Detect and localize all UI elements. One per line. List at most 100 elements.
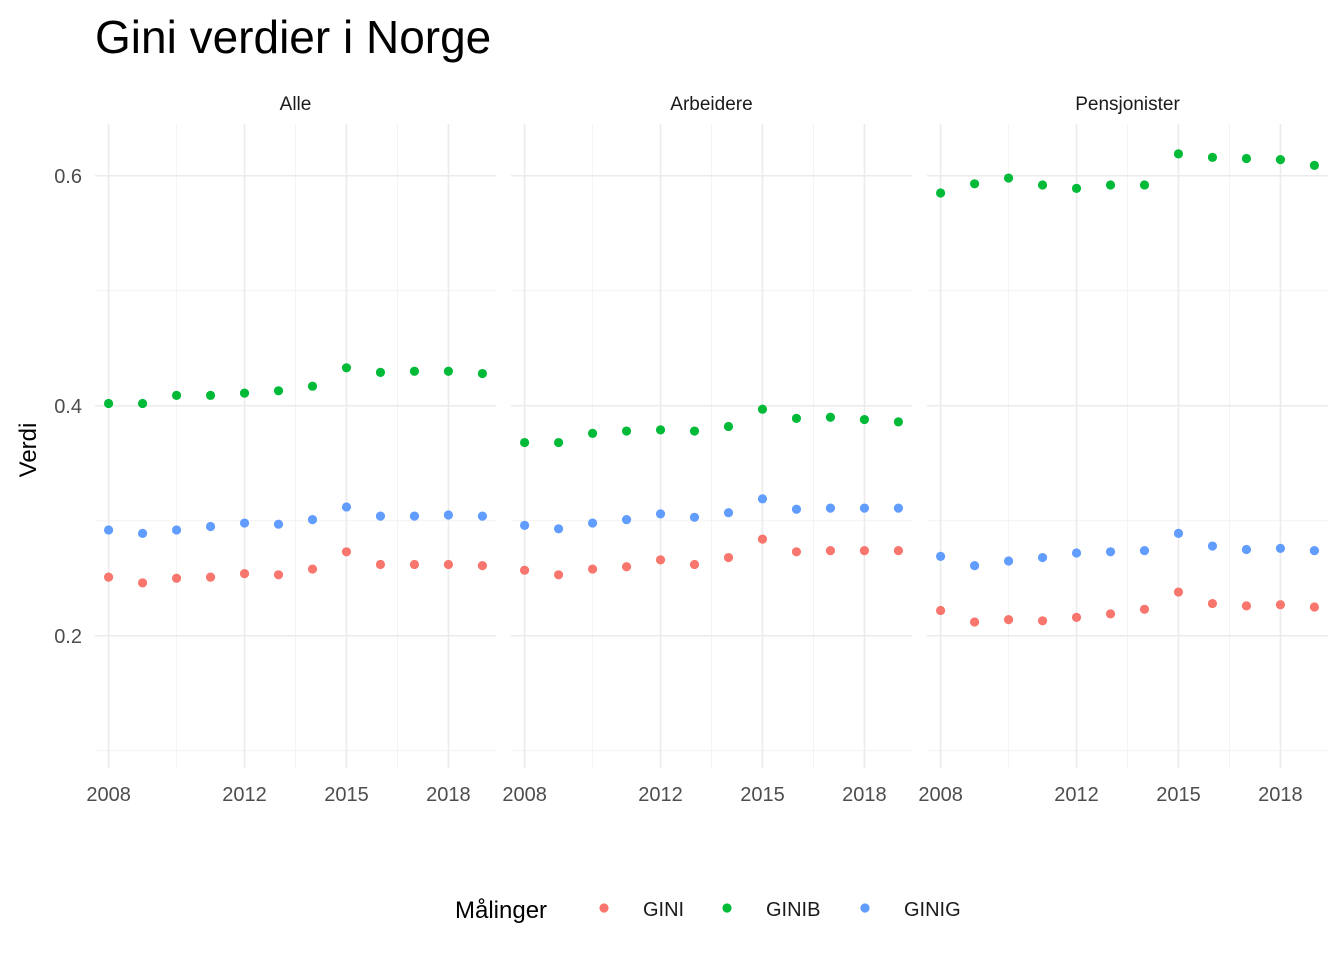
chart-title: Gini verdier i Norge [95,11,491,63]
data-point [477,368,488,379]
series-gini [103,547,488,588]
data-point [375,559,386,570]
data-point [791,547,802,557]
data-point [409,366,420,376]
x-tick-label: 2015 [1156,784,1201,806]
data-point [1105,180,1116,190]
data-point [341,363,352,373]
data-point [893,503,904,513]
data-point [825,503,836,513]
data-point [1275,543,1286,553]
data-point [171,573,182,583]
data-point [1071,183,1082,193]
x-tick-label: 2018 [1258,784,1303,806]
data-point [1309,602,1320,612]
data-point [1037,180,1048,190]
data-point [375,367,386,377]
data-point [1207,541,1218,551]
data-point [969,179,980,189]
data-point [103,525,114,535]
data-point [239,569,250,579]
x-tick-label: 2018 [842,784,887,806]
data-point [137,578,148,588]
facet-label: Arbeidere [670,94,752,115]
data-point [171,525,182,535]
data-point [1173,587,1184,597]
data-point [239,518,250,528]
data-point [587,518,598,528]
data-point [171,390,182,400]
data-point [239,388,250,398]
data-point [1275,600,1286,610]
y-axis-label: Verdi [15,423,42,478]
x-tick-label: 2018 [426,784,471,806]
facet-panels: 2008 2012 2015 2018 Alle 0.2 0.4 0.6 2008 2012 201… [54,94,1328,806]
data-point [1173,149,1184,159]
legend-label: GINIG [904,899,961,921]
legend-label: GINIB [766,899,820,921]
y-tick-label: 0.6 [54,166,82,188]
data-point [969,561,980,571]
data-point [689,512,700,522]
data-point [757,404,768,414]
data-point [1003,615,1014,625]
legend-key [599,903,609,913]
data-point [1105,609,1116,619]
x-tick-label: 2012 [222,784,267,806]
facet-label: Pensjonister [1075,94,1180,115]
data-point [375,511,386,521]
legend-item-ginig: GINIG [860,899,961,921]
data-point [205,572,216,582]
data-point [409,559,420,570]
data-point [273,570,284,580]
data-point [307,564,318,574]
data-point [587,564,598,574]
data-point [341,502,352,512]
data-point [1207,152,1218,162]
data-point [1309,160,1320,170]
data-point [409,511,420,521]
data-point [519,437,530,448]
series-gini [519,534,904,580]
data-point [791,504,802,514]
data-point [1241,601,1252,611]
facet-label: Alle [280,94,312,115]
data-point [723,508,734,518]
data-point [553,570,564,580]
data-point [1071,612,1082,622]
data-point [825,546,836,556]
series-ginib [103,363,488,409]
data-point [205,521,216,532]
data-point [103,398,114,409]
series-ginib [519,404,904,448]
data-point [477,561,488,571]
data-point [553,524,564,534]
data-point [273,519,284,529]
data-point [307,381,318,391]
data-point [723,552,734,563]
data-point [893,417,904,427]
data-point [273,386,284,396]
data-point [103,572,114,582]
data-point [1037,616,1048,626]
x-tick-label: 2008 [502,784,547,806]
legend-key [722,903,732,913]
data-point [969,617,980,627]
legend-item-ginib: GINIB [722,899,820,921]
data-point [553,437,564,448]
x-tick-label: 2008 [86,784,131,806]
data-point [137,398,148,409]
data-point [443,366,454,376]
y-tick-label: 0.4 [54,396,82,418]
x-tick-label: 2012 [1054,784,1099,806]
data-point [723,421,734,432]
series-ginig [103,502,488,539]
data-point [825,412,836,422]
y-tick-label: 0.2 [54,626,82,648]
data-point [621,426,632,436]
legend-key [860,903,870,913]
data-point [1241,153,1252,164]
data-point [1139,180,1150,190]
data-point [1207,598,1218,609]
